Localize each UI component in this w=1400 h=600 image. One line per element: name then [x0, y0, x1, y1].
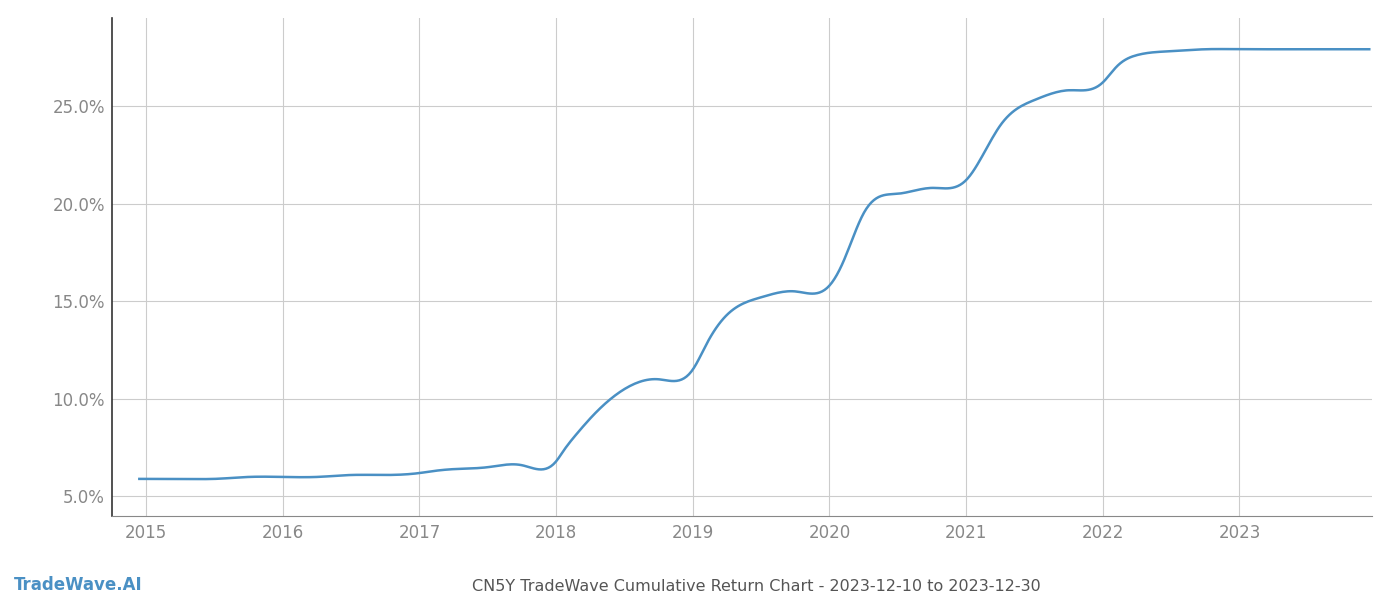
Text: CN5Y TradeWave Cumulative Return Chart - 2023-12-10 to 2023-12-30: CN5Y TradeWave Cumulative Return Chart -… [472, 579, 1040, 594]
Text: TradeWave.AI: TradeWave.AI [14, 576, 143, 594]
